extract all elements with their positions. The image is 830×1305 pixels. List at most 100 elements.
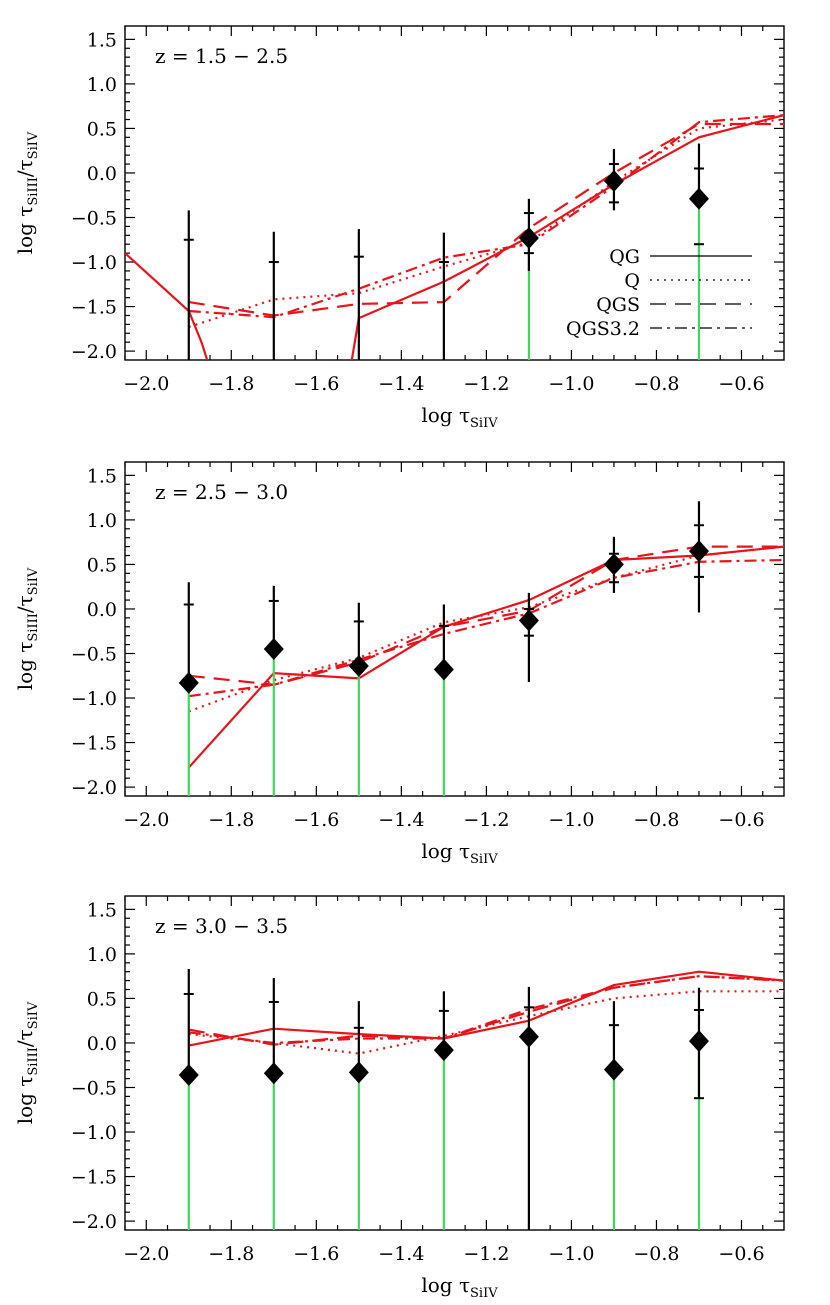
x-tick-label: −1.6 [293, 1243, 339, 1265]
panel-label: z = 3.0 − 3.5 [155, 914, 288, 938]
data-point [183, 210, 194, 360]
legend-label: Q [624, 270, 640, 292]
x-tick-label: −0.8 [633, 809, 679, 831]
y-tick-label: 1.5 [87, 465, 117, 487]
data-point [178, 969, 199, 1230]
y-tick-label: 0.5 [87, 988, 117, 1010]
panel-1: −2.0 −1.8 −1.6 −1.4 −1.2 −1.0 −0.8 −0.6 −2.0 −1.5… [13, 25, 785, 431]
x-axis-title: log τSiIV [421, 839, 498, 867]
data-point [353, 229, 364, 360]
series-qgs3-2-line [188, 975, 784, 1045]
y-axis-title-sub2: SiIV [26, 1001, 41, 1029]
diamond-marker [603, 553, 624, 576]
y-tick-label: −1.5 [71, 1167, 117, 1189]
x-tick-label: −0.6 [718, 373, 764, 395]
x-tick-label: −1.6 [293, 809, 339, 831]
data-point [688, 143, 709, 360]
y-axis-title: log τSiIII/τSiIV [13, 131, 41, 254]
diamond-marker [433, 1039, 454, 1062]
y-axis-title-mid: /τ [13, 595, 37, 613]
y-axis-title-sub: SiIII [26, 613, 41, 641]
data-point [438, 232, 449, 360]
data-point [348, 1001, 369, 1230]
y-axis-title-main: log τ [13, 1076, 37, 1125]
x-axis-title: log τSiIV [421, 1273, 498, 1301]
y-tick-label: 0.0 [87, 1033, 117, 1055]
x-tick-label: −1.4 [378, 1243, 424, 1265]
diamond-marker [263, 638, 284, 661]
y-tick-label: −2.0 [71, 341, 117, 363]
panel-label: z = 1.5 − 2.5 [155, 44, 288, 68]
y-tick-label: 1.0 [87, 510, 117, 532]
diamond-marker [688, 540, 709, 563]
data-point [603, 536, 624, 593]
series-qgs3-2-line [188, 558, 784, 698]
panel-label: z = 2.5 − 3.0 [155, 480, 288, 504]
plot-frame [124, 461, 785, 797]
x-axis-title-sub: SiIV [470, 852, 498, 867]
data-point [518, 986, 539, 1230]
diamond-marker [688, 1030, 709, 1053]
x-tick-label: −0.6 [718, 1243, 764, 1265]
x-tick-label: −1.2 [463, 373, 509, 395]
data-point [348, 602, 369, 796]
y-axis-title-main: log τ [13, 206, 37, 255]
diamond-marker [178, 671, 199, 694]
diamond-marker [603, 1058, 624, 1081]
plot-area [178, 969, 784, 1230]
y-tick-label: 1.5 [87, 29, 117, 51]
x-axis-title-main: log τ [421, 839, 470, 863]
diamond-marker [688, 187, 709, 210]
x-axis-title-main: log τ [421, 1273, 470, 1297]
data-point [518, 592, 539, 682]
series-q-line [188, 545, 784, 713]
x-tick-label: −1.2 [463, 1243, 509, 1265]
y-axis-title-mid: /τ [13, 1029, 37, 1047]
plot-frame [124, 895, 785, 1231]
series-qg-line [188, 970, 784, 1047]
y-tick-label: −0.5 [71, 643, 117, 665]
y-tick-label: 0.5 [87, 118, 117, 140]
x-tick-label: −2.0 [123, 1243, 169, 1265]
y-axis-title-sub2: SiIV [26, 567, 41, 595]
x-tick-label: −0.6 [718, 809, 764, 831]
y-tick-label: 0.0 [87, 599, 117, 621]
x-axis-title-sub: SiIV [470, 416, 498, 431]
x-tick-label: −1.8 [208, 373, 254, 395]
x-axis-title-main: log τ [421, 403, 470, 427]
legend-label: QGS3.2 [566, 318, 640, 340]
data-point [178, 582, 199, 796]
y-tick-label: 1.0 [87, 944, 117, 966]
y-tick-label: 1.0 [87, 74, 117, 96]
y-axis-title-sub2: SiIV [26, 131, 41, 159]
y-tick-label: −1.0 [71, 1122, 117, 1144]
x-tick-label: −1.4 [378, 373, 424, 395]
x-tick-label: −1.8 [208, 809, 254, 831]
data-point [268, 231, 279, 360]
y-tick-label: −1.5 [71, 297, 117, 319]
data-point [688, 987, 709, 1230]
x-tick-label: −1.6 [293, 373, 339, 395]
x-tick-label: −1.4 [378, 809, 424, 831]
x-axis-title-sub: SiIV [470, 1286, 498, 1301]
y-tick-label: −2.0 [71, 777, 117, 799]
plot-area [125, 114, 784, 360]
series-q-line [188, 118, 784, 329]
x-tick-label: −2.0 [123, 809, 169, 831]
legend-label: QGS [596, 294, 640, 316]
diamond-marker [518, 226, 539, 249]
y-tick-label: −0.5 [71, 207, 117, 229]
x-tick-label: −0.8 [633, 373, 679, 395]
y-axis-title: log τSiIII/τSiIV [13, 567, 41, 690]
plot-area [178, 501, 784, 796]
y-axis-title-main: log τ [13, 642, 37, 691]
x-tick-label: −1.0 [548, 809, 594, 831]
plot-frame [124, 25, 785, 361]
y-tick-label: 1.5 [87, 899, 117, 921]
data-point [263, 585, 284, 796]
diamond-marker [263, 1062, 284, 1085]
panel-3: −2.0 −1.8 −1.6 −1.4 −1.2 −1.0 −0.8 −0.6 −2.0 −1.5… [13, 895, 785, 1301]
series-qgs-line [188, 122, 784, 317]
